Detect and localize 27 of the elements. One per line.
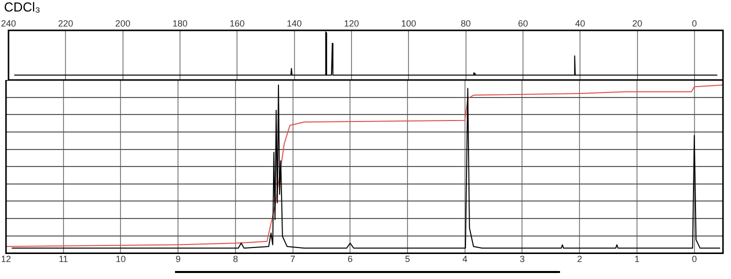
x-tick-label: 12	[1, 254, 12, 264]
x-tick-label: 5	[405, 254, 410, 264]
x-tick-label: 7	[290, 254, 296, 264]
x-tick-label: 80	[460, 18, 471, 28]
x-tick-label: 6	[348, 254, 353, 264]
chart-title: CDCl₃	[4, 0, 40, 14]
x-tick-label: 120	[344, 18, 359, 28]
x-tick-label: 4	[462, 254, 468, 264]
x-tick-label: 10	[116, 254, 126, 264]
x-tick-label: 1	[634, 254, 640, 264]
x-tick-label: 20	[632, 18, 642, 28]
x-tick-label: 9	[176, 254, 181, 264]
x-tick-label: 140	[286, 18, 302, 28]
x-tick-label: 200	[115, 18, 130, 28]
x-tick-label: 0	[692, 18, 697, 28]
x-tick-label: 60	[518, 18, 528, 28]
x-tick-label: 2	[577, 254, 582, 264]
x-tick-label: 11	[58, 254, 68, 264]
x-tick-label: 180	[172, 18, 188, 28]
x-tick-label: 220	[58, 18, 74, 28]
x-tick-label: 8	[232, 254, 238, 264]
x-tick-label: 3	[520, 254, 525, 264]
x-tick-label: 240	[0, 18, 16, 28]
x-tick-label: 160	[230, 18, 245, 28]
x-tick-label: 0	[692, 254, 697, 264]
x-tick-label: 40	[575, 18, 586, 28]
x-tick-label: 100	[401, 18, 416, 28]
